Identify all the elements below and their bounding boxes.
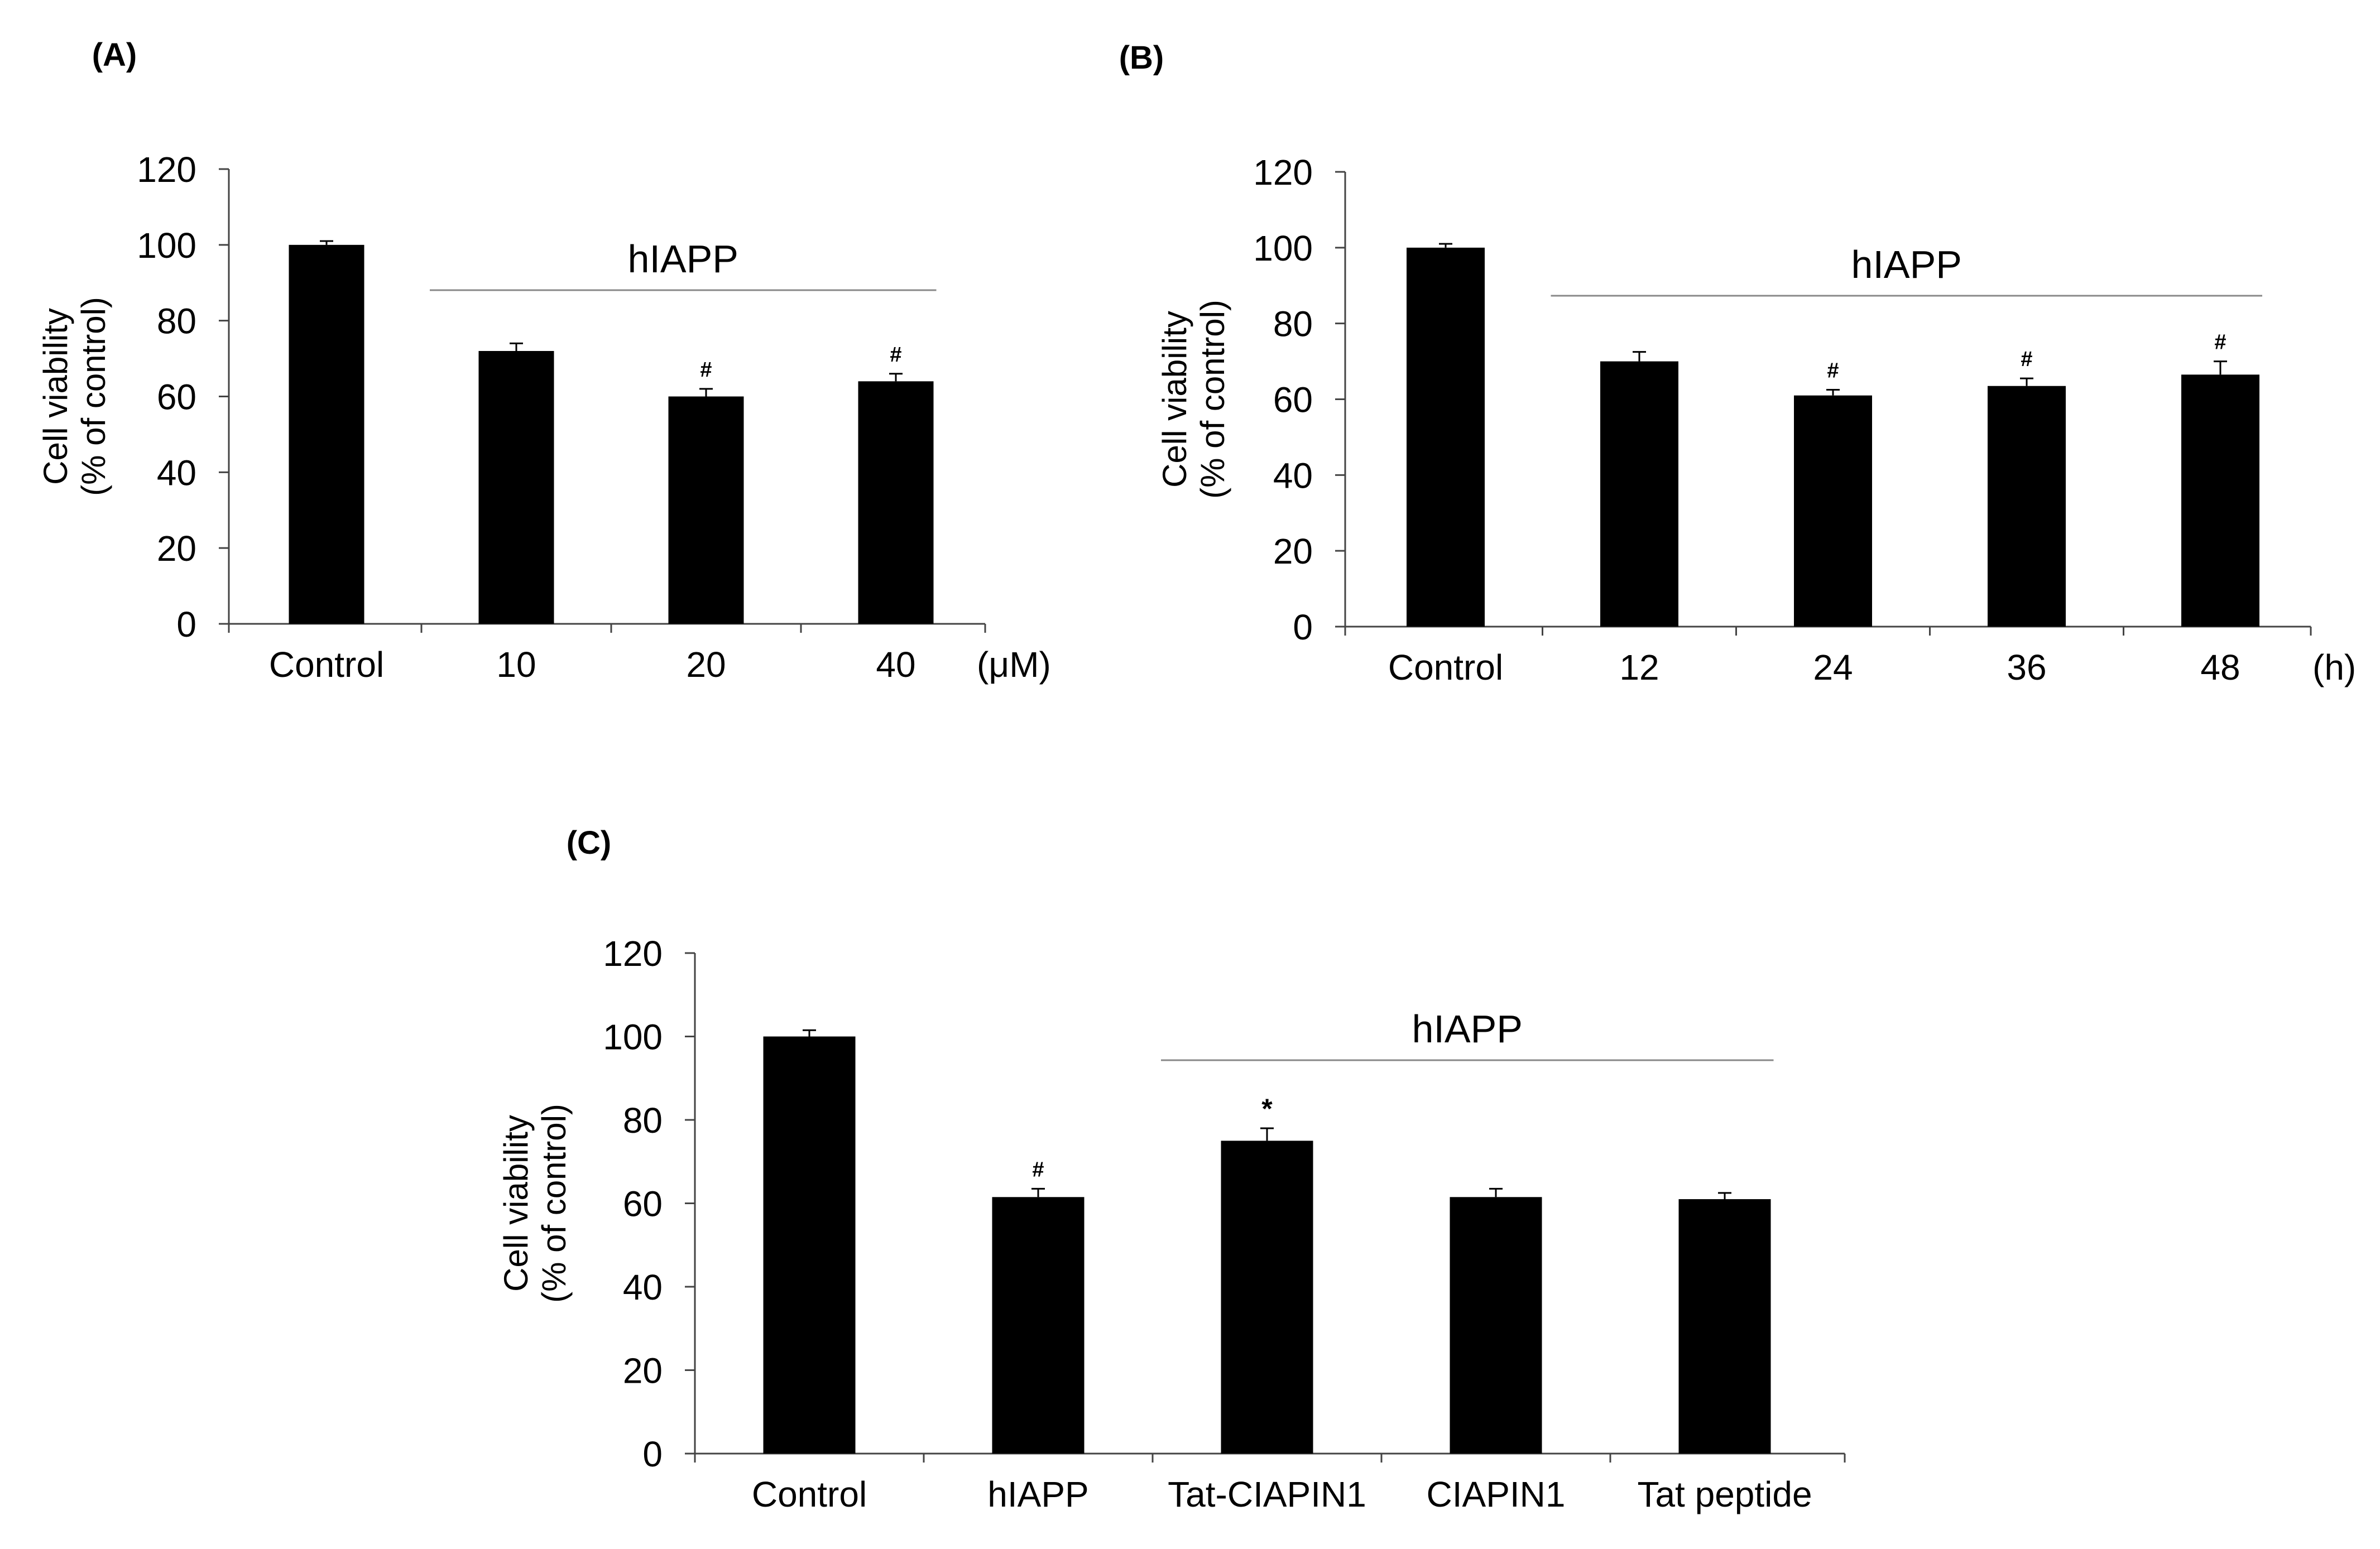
y-tick-label: 60	[157, 377, 196, 417]
significance-marker: *	[1261, 1093, 1273, 1124]
bar	[858, 381, 934, 624]
x-tick-label: 48	[2200, 647, 2240, 687]
y-tick-label: 100	[603, 1017, 663, 1057]
x-tick-label: Control	[1388, 647, 1503, 687]
bar	[289, 244, 364, 624]
y-axis-label-line: Cell viability	[1156, 311, 1193, 488]
y-tick-label: 80	[1273, 304, 1313, 344]
group-label: hIAPP	[1851, 243, 1962, 286]
x-tick-label: 36	[2007, 647, 2046, 687]
x-tick-label: hIAPP	[987, 1474, 1088, 1514]
y-tick-label: 60	[1273, 380, 1313, 420]
chart-panel-b: (B) 0 20 40 60 80 100 120 Cell viability(% of co…	[1119, 40, 2356, 687]
bar	[1600, 361, 1678, 627]
y-tick-label: 80	[623, 1100, 663, 1141]
y-tick-label: 120	[137, 150, 196, 190]
bar	[668, 396, 744, 624]
significance-marker: #	[890, 343, 901, 367]
y-tick-label: 20	[157, 528, 196, 569]
y-axis-label: Cell viability(% of control)	[37, 297, 112, 496]
significance-marker: #	[700, 358, 712, 382]
panel-label: (B)	[1119, 40, 1164, 76]
bar	[2181, 374, 2259, 627]
bar	[1407, 247, 1485, 627]
x-tick-label: Control	[752, 1474, 867, 1514]
y-tick-label: 80	[157, 301, 196, 341]
group-label: hIAPP	[1412, 1007, 1523, 1051]
x-tick-label: 12	[1619, 647, 1659, 687]
panel-label: (C)	[567, 825, 612, 861]
significance-marker: #	[1827, 359, 1839, 383]
significance-marker: #	[2021, 348, 2032, 371]
y-tick-label: 40	[623, 1267, 663, 1307]
y-tick-label: 0	[642, 1434, 663, 1474]
y-axis-label: Cell viability(% of control)	[1156, 300, 1231, 499]
bar	[1450, 1197, 1542, 1454]
x-tick-label: 40	[876, 644, 915, 685]
y-tick-label: 60	[623, 1184, 663, 1224]
y-axis-label-line: (% of control)	[75, 297, 112, 496]
x-tick-label: Control	[269, 644, 384, 685]
x-tick-label: CIAPIN1	[1427, 1474, 1566, 1514]
y-tick-label: 120	[603, 934, 663, 974]
y-tick-label: 0	[176, 604, 196, 644]
bar	[478, 351, 554, 624]
y-tick-label: 100	[137, 225, 196, 266]
y-tick-label: 0	[1293, 607, 1313, 647]
bar	[992, 1197, 1085, 1454]
bar	[1221, 1141, 1313, 1454]
y-tick-label: 100	[1253, 228, 1313, 268]
panel-label: (A)	[92, 37, 137, 73]
y-axis-label-line: (% of control)	[1194, 300, 1231, 499]
x-unit-label: (h)	[2312, 647, 2356, 687]
x-tick-label: Tat-CIAPIN1	[1168, 1474, 1366, 1514]
y-axis-label-line: (% of control)	[535, 1104, 573, 1303]
significance-marker: #	[1032, 1158, 1044, 1181]
bar	[1678, 1199, 1771, 1454]
bar	[763, 1036, 856, 1454]
x-tick-label: Tat peptide	[1637, 1474, 1812, 1514]
y-tick-label: 20	[623, 1351, 663, 1391]
group-label: hIAPP	[628, 237, 738, 281]
y-axis-label-line: Cell viability	[497, 1115, 535, 1292]
bar	[1988, 386, 2066, 627]
x-tick-label: 10	[496, 644, 536, 685]
y-tick-label: 120	[1253, 152, 1313, 193]
x-unit-label: (μM)	[977, 644, 1051, 685]
chart-panel-a: (A) 0 20 40 60 80 100 120 Cell viability(% of co…	[37, 37, 1051, 685]
significance-marker: #	[2214, 331, 2226, 354]
y-axis-label: Cell viability(% of control)	[497, 1104, 573, 1303]
y-tick-label: 40	[1273, 455, 1313, 496]
y-axis-label-line: Cell viability	[37, 308, 74, 485]
x-tick-label: 20	[686, 644, 726, 685]
chart-panel-c: (C) 0 20 40 60 80 100 120 Cell viability(% of co…	[497, 825, 1846, 1514]
y-tick-label: 20	[1273, 531, 1313, 571]
bar	[1794, 395, 1872, 627]
x-tick-label: 24	[1813, 647, 1853, 687]
y-tick-label: 40	[157, 453, 196, 493]
